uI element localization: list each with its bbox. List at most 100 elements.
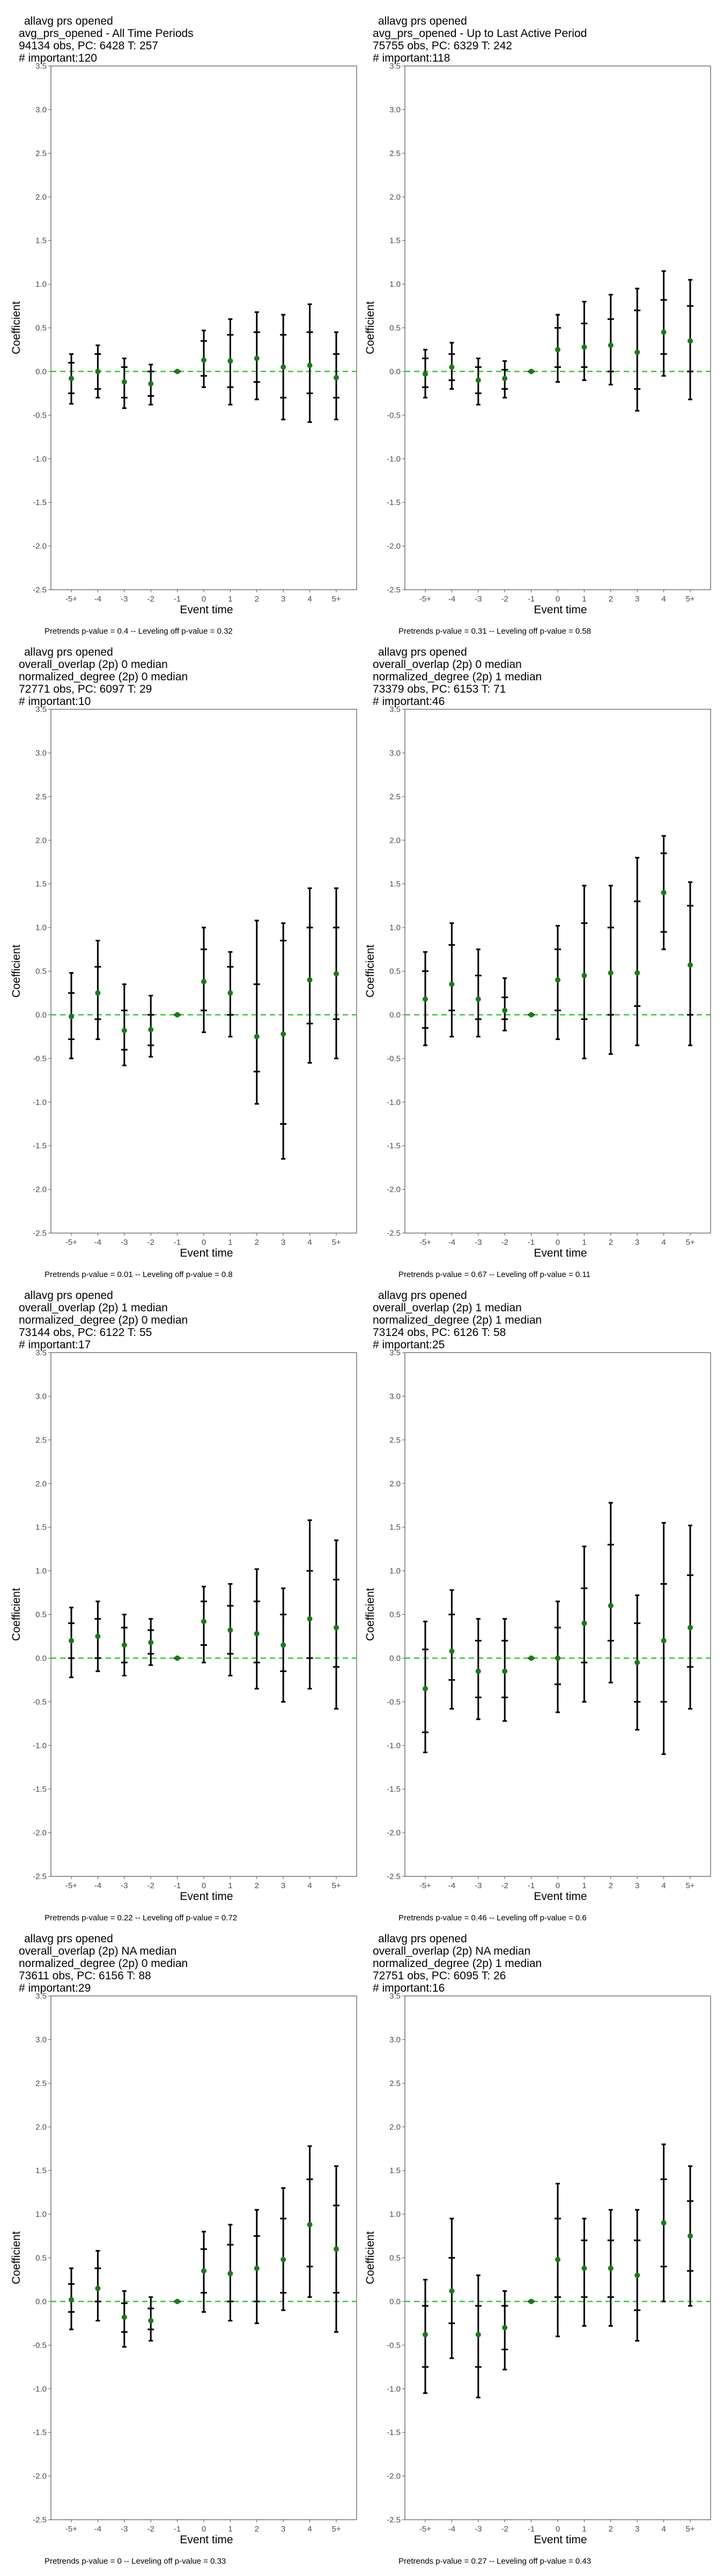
x-tick-label: 0 [202, 1238, 206, 1247]
y-tick-label: -1.5 [387, 2428, 401, 2437]
y-tick-label: 0.0 [35, 367, 47, 376]
x-tick-label: 1 [228, 2525, 232, 2534]
chart-title-line: normalized_degree (2p) 0 median [19, 1314, 188, 1326]
coefficient-point [69, 1014, 74, 1020]
pvalue-footnote: Pretrends p-value = 0.46 -- Leveling off… [398, 1913, 587, 1922]
y-tick-label: -1.5 [33, 2428, 47, 2437]
y-tick-label: 0.0 [35, 1011, 47, 1020]
coefficient-point [95, 1634, 101, 1639]
x-axis-title: Event time [180, 2534, 233, 2546]
y-tick-label: 2.0 [389, 2122, 401, 2132]
coefficient-point [227, 990, 233, 996]
y-tick-label: 1.5 [389, 880, 401, 889]
coefficient-point [475, 1668, 481, 1674]
y-tick-label: 0.0 [389, 367, 401, 376]
x-tick-label: -5+ [419, 595, 431, 604]
x-axis-title: Event time [180, 1890, 233, 1903]
y-tick-label: 0.0 [389, 2297, 401, 2306]
x-axis-title: Event time [534, 604, 587, 616]
chart-title-line: # important:16 [373, 1982, 445, 1994]
y-tick-label: -2.0 [33, 1185, 47, 1194]
y-tick-label: 3.0 [35, 2035, 47, 2044]
x-tick-label: -3 [121, 1881, 128, 1890]
coefficient-point [148, 2318, 154, 2323]
y-tick-label: -1.5 [33, 498, 47, 507]
chart-title-line: # important:25 [373, 1339, 445, 1351]
coefficient-point [227, 1627, 233, 1633]
y-tick-label: -2.5 [387, 1872, 401, 1881]
y-axis-title: Coefficient [10, 2231, 23, 2284]
y-tick-label: 3.5 [35, 705, 47, 714]
coefficient-point [528, 368, 534, 374]
coefficient-point [174, 2298, 180, 2304]
x-tick-label: 5+ [331, 2525, 341, 2534]
x-tick-label: 1 [582, 595, 586, 604]
y-tick-label: 3.0 [389, 105, 401, 114]
y-tick-label: 2.5 [35, 2079, 47, 2088]
x-tick-label: 2 [609, 2525, 613, 2534]
x-tick-label: -1 [528, 1238, 535, 1247]
x-tick-label: 1 [582, 1238, 586, 1247]
y-axis-title: Coefficient [364, 301, 376, 354]
y-tick-label: -2.5 [33, 2515, 47, 2525]
coefficient-point [121, 2314, 127, 2320]
x-tick-label: 2 [609, 595, 613, 604]
y-tick-label: -0.5 [33, 411, 47, 420]
chart-title-line: 72751 obs, PC: 6095 T: 26 [373, 1970, 506, 1982]
x-tick-label: 4 [307, 2525, 312, 2534]
x-tick-label: -2 [147, 2525, 154, 2534]
y-tick-label: 3.0 [35, 105, 47, 114]
y-tick-label: -1.0 [33, 2385, 47, 2394]
x-tick-label: -3 [121, 1238, 128, 1247]
y-tick-label: -2.0 [33, 542, 47, 551]
y-tick-label: -1.0 [387, 1098, 401, 1107]
x-tick-label: 1 [228, 595, 232, 604]
x-tick-label: -3 [475, 1238, 482, 1247]
y-axis-title: Coefficient [10, 945, 23, 998]
y-tick-label: 1.0 [389, 1567, 401, 1576]
x-tick-label: 5+ [685, 1881, 695, 1890]
coefficient-point [227, 358, 233, 364]
x-tick-label: 3 [281, 595, 285, 604]
plot-frame [50, 65, 357, 590]
coefficient-point [121, 379, 127, 385]
y-tick-label: 1.0 [35, 280, 47, 289]
y-tick-label: -1.5 [33, 1141, 47, 1150]
pvalue-footnote: Pretrends p-value = 0.27 -- Leveling off… [398, 2557, 591, 2566]
y-tick-label: -1.5 [387, 1785, 401, 1794]
x-tick-label: -4 [94, 2525, 101, 2534]
y-tick-label: -2.5 [33, 1229, 47, 1238]
coefficient-point [201, 2268, 206, 2274]
y-tick-label: -2.5 [387, 1229, 401, 1238]
coefficient-point [148, 381, 154, 387]
x-tick-label: 2 [255, 1238, 259, 1247]
x-tick-label: 4 [661, 595, 666, 604]
coefficient-point [334, 375, 339, 381]
coefficient-point [280, 1642, 286, 1648]
coefficient-point [688, 1624, 693, 1630]
coefficient-point [475, 996, 481, 1002]
y-tick-label: -0.5 [33, 2341, 47, 2350]
x-tick-label: -2 [501, 595, 508, 604]
x-tick-label: 3 [281, 1881, 285, 1890]
chart-title-line: overall_overlap (2p) 1 median [373, 1302, 522, 1314]
x-tick-label: -2 [501, 1881, 508, 1890]
chart-title-line: 94134 obs, PC: 6428 T: 257 [19, 40, 158, 52]
y-tick-label: 2.5 [389, 149, 401, 158]
y-tick-label: 0.0 [389, 1011, 401, 1020]
x-tick-label: 3 [635, 595, 639, 604]
chart-title-line: # important:10 [19, 695, 91, 708]
y-tick-label: -2.5 [33, 585, 47, 595]
chart-title-line: normalized_degree (2p) 1 median [373, 1957, 542, 1970]
y-tick-label: -2.0 [387, 2472, 401, 2481]
y-tick-label: 1.0 [35, 923, 47, 932]
coefficient-point [69, 1638, 74, 1644]
y-tick-label: 1.5 [35, 1523, 47, 1532]
coefficient-point [555, 977, 560, 983]
coefficient-point [148, 1027, 154, 1033]
y-tick-label: 3.0 [389, 748, 401, 758]
x-tick-label: 5+ [331, 1881, 341, 1890]
